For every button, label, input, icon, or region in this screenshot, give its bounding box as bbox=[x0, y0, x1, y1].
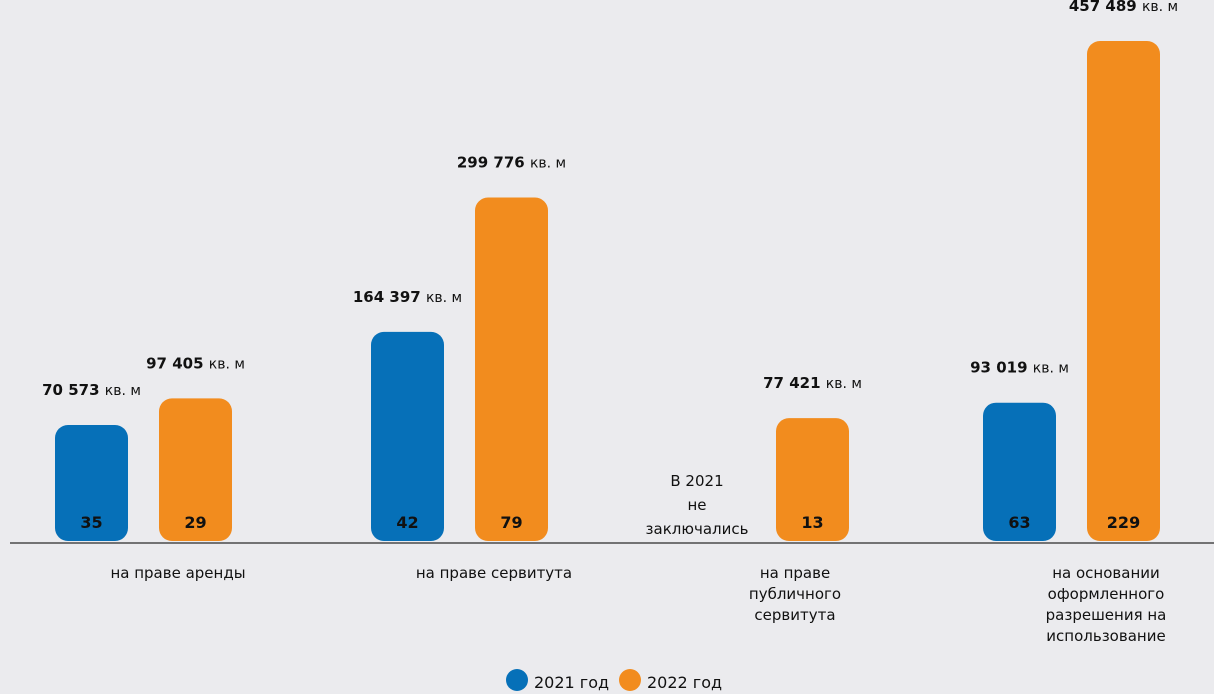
bar-count-label: 79 bbox=[500, 513, 522, 532]
bar-2022-2 bbox=[776, 418, 849, 541]
bar-count-label: 13 bbox=[801, 513, 823, 532]
legend-swatch bbox=[619, 669, 641, 691]
area-label: 457 489 кв. м bbox=[1069, 0, 1178, 15]
area-label: 93 019 кв. м bbox=[970, 359, 1069, 377]
legend-swatch bbox=[506, 669, 528, 691]
bar-2021-0 bbox=[55, 424, 128, 541]
bar-2022-1 bbox=[475, 197, 548, 542]
bar-count-label: 229 bbox=[1107, 513, 1140, 532]
legend-label: 2022 год bbox=[647, 673, 722, 692]
legend-label: 2021 год bbox=[534, 673, 609, 692]
bar-2022-3 bbox=[1087, 41, 1160, 541]
bar-count-label: 29 bbox=[184, 513, 206, 532]
area-label: 70 573 кв. м bbox=[42, 381, 141, 399]
area-label: 97 405 кв. м bbox=[146, 354, 245, 372]
bar-2021-3 bbox=[983, 402, 1056, 541]
bar-2021-1 bbox=[371, 331, 444, 541]
bar-count-label: 35 bbox=[80, 513, 102, 532]
no-data-note: В 2021 не заключались bbox=[646, 472, 749, 538]
area-label: 299 776 кв. м bbox=[457, 154, 566, 172]
category-label: на основании оформленного разрешения на исп… bbox=[1046, 564, 1167, 645]
area-label: 77 421 кв. м bbox=[763, 374, 862, 392]
category-label: на праве аренды bbox=[110, 564, 245, 582]
bar-count-label: 42 bbox=[396, 513, 418, 532]
bar-2022-0 bbox=[159, 398, 232, 541]
category-label: на праве сервитута bbox=[416, 564, 572, 582]
area-label: 164 397 кв. м bbox=[353, 288, 462, 306]
bar-count-label: 63 bbox=[1008, 513, 1030, 532]
category-label: на праве публичного сервитута bbox=[749, 564, 841, 624]
